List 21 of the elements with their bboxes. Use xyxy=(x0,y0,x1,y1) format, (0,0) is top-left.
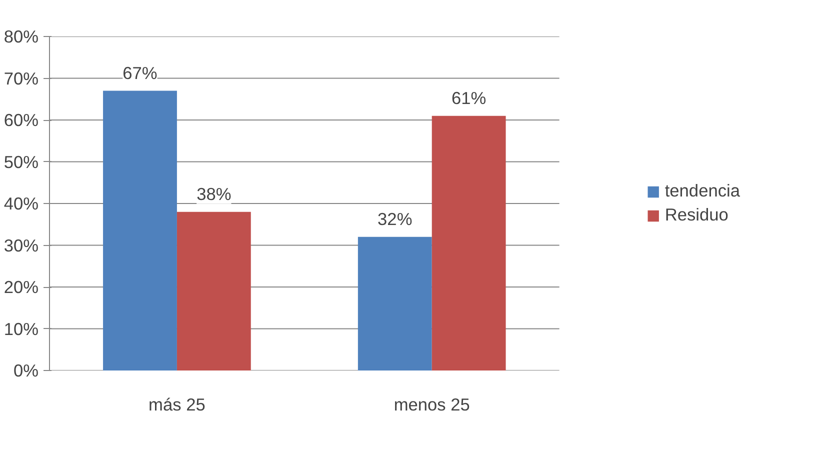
x-tick-label: menos 25 xyxy=(394,394,470,414)
y-tick-label: 40% xyxy=(4,194,39,214)
bar xyxy=(103,90,177,370)
y-tick-label: 20% xyxy=(4,277,39,297)
y-tick-label: 10% xyxy=(4,318,39,339)
y-tick-label: 50% xyxy=(4,152,39,172)
data-label: 32% xyxy=(378,208,412,229)
data-label: 61% xyxy=(451,88,486,108)
bar xyxy=(432,116,506,370)
y-tick-label: 0% xyxy=(13,360,38,380)
x-tick-label: más 25 xyxy=(148,394,206,414)
bar xyxy=(176,212,251,370)
legend-label: tendencia xyxy=(664,180,740,202)
y-tick-label: 30% xyxy=(4,235,39,256)
y-tick-label: 60% xyxy=(4,110,39,130)
y-tick-label: 80% xyxy=(4,26,39,46)
data-label: 38% xyxy=(196,184,232,204)
y-tick-label: 70% xyxy=(4,68,39,88)
bar xyxy=(358,236,432,370)
legend-label: Residuo xyxy=(664,204,728,226)
data-label: 67% xyxy=(122,62,158,83)
